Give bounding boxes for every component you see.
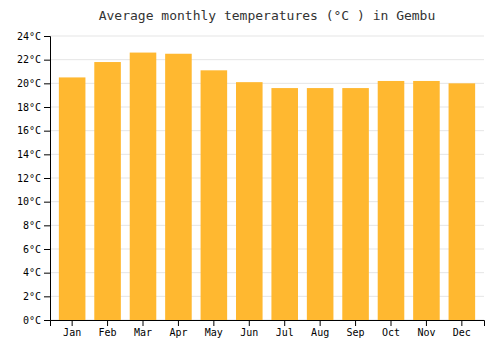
x-tick-mark — [461, 320, 462, 326]
bars — [59, 53, 475, 320]
x-tick-mark — [107, 320, 108, 326]
bar — [201, 70, 228, 320]
bar — [236, 82, 263, 320]
x-tick-mark — [213, 320, 214, 326]
y-tick: 8°C — [23, 220, 50, 231]
x-tick-label: Dec — [453, 327, 471, 338]
y-tick-mark — [44, 83, 50, 84]
x-tick-label: Jul — [276, 327, 294, 338]
x-tick-mark — [391, 320, 392, 326]
x-axis: Jan Feb Mar Apr May Jun Jul Aug Sep Oct Nov Dec — [51, 320, 485, 338]
bar — [94, 62, 121, 320]
y-axis-line — [44, 37, 51, 321]
x-tick-label: Mar — [134, 327, 152, 338]
y-tick-mark — [44, 107, 50, 108]
y-tick-mark — [44, 60, 50, 61]
x-tick: Nov — [417, 320, 435, 338]
y-tick-mark — [44, 154, 50, 155]
x-tick-mark — [284, 320, 285, 326]
y-tick-label: 0°C — [23, 315, 41, 326]
y-tick-label: 6°C — [23, 244, 41, 255]
x-tick-label: Sep — [347, 327, 365, 338]
grid-line — [50, 36, 484, 37]
y-tick-mark — [44, 320, 50, 321]
x-tick-mark — [426, 320, 427, 326]
chart: Average monthly temperatures (°C ) in Ge… — [0, 0, 500, 350]
x-tick-mark — [72, 320, 73, 326]
x-tick: Jan — [63, 320, 81, 338]
y-tick-mark — [44, 131, 50, 132]
y-tick-mark — [44, 36, 50, 37]
x-tick: Apr — [169, 320, 187, 338]
y-tick-mark — [44, 202, 50, 203]
x-axis-line — [51, 321, 485, 327]
bar — [378, 81, 405, 320]
y-tick: 10°C — [17, 196, 50, 207]
x-tick-label: Jan — [63, 327, 81, 338]
x-tick-mark — [320, 320, 321, 326]
y-tick-label: 22°C — [17, 54, 41, 65]
x-tick: Jul — [276, 320, 294, 338]
y-tick-mark — [44, 296, 50, 297]
x-tick-label: Apr — [169, 327, 187, 338]
y-tick-mark — [44, 225, 50, 226]
y-tick-mark — [44, 178, 50, 179]
x-tick-label: Oct — [382, 327, 400, 338]
y-tick-label: 10°C — [17, 196, 41, 207]
x-tick: Dec — [453, 320, 471, 338]
y-tick-label: 2°C — [23, 291, 41, 302]
grid — [50, 36, 484, 320]
bar — [449, 83, 476, 320]
x-tick-label: Feb — [99, 327, 117, 338]
x-tick-mark — [143, 320, 144, 326]
y-tick: 18°C — [17, 102, 50, 113]
bar — [413, 81, 440, 320]
bar — [342, 88, 369, 320]
y-tick-label: 16°C — [17, 125, 41, 136]
y-tick: 20°C — [17, 78, 50, 89]
x-tick: May — [205, 320, 223, 338]
bar — [59, 77, 86, 320]
x-tick-label: Aug — [311, 327, 329, 338]
y-tick: 4°C — [23, 267, 50, 278]
y-tick: 14°C — [17, 149, 50, 160]
x-tick: Feb — [99, 320, 117, 338]
y-tick: 2°C — [23, 291, 50, 302]
y-tick-label: 14°C — [17, 149, 41, 160]
plot: 0°C 2°C 4°C 6°C 8°C 10°C 12°C 14°C 16°C 18°C 20°C 2… — [17, 31, 485, 338]
y-tick: 12°C — [17, 173, 50, 184]
x-tick-label: Nov — [417, 327, 435, 338]
y-tick-label: 8°C — [23, 220, 41, 231]
title: Average monthly temperatures (°C ) in Ge… — [99, 8, 436, 23]
x-tick-mark — [249, 320, 250, 326]
x-tick-mark — [178, 320, 179, 326]
x-tick: Oct — [382, 320, 400, 338]
y-tick-mark — [44, 273, 50, 274]
bar — [165, 54, 192, 320]
y-tick: 6°C — [23, 244, 50, 255]
x-tick: Aug — [311, 320, 329, 338]
y-tick-label: 24°C — [17, 31, 41, 42]
bar — [271, 88, 298, 320]
y-tick-label: 20°C — [17, 78, 41, 89]
x-tick-label: May — [205, 327, 223, 338]
x-tick-label: Jun — [240, 327, 258, 338]
x-tick: Mar — [134, 320, 152, 338]
y-axis: 0°C 2°C 4°C 6°C 8°C 10°C 12°C 14°C 16°C 18°C 20°C 2… — [17, 31, 51, 326]
x-tick: Jun — [240, 320, 258, 338]
y-tick-label: 18°C — [17, 102, 41, 113]
y-tick-mark — [44, 249, 50, 250]
y-tick: 16°C — [17, 125, 50, 136]
x-tick: Sep — [347, 320, 365, 338]
bar — [130, 53, 157, 320]
y-tick: 22°C — [17, 54, 50, 65]
grid-line — [50, 59, 484, 60]
x-tick-mark — [355, 320, 356, 326]
y-tick: 24°C — [17, 31, 50, 42]
bar — [307, 88, 334, 320]
y-tick-label: 12°C — [17, 173, 41, 184]
y-tick-label: 4°C — [23, 267, 41, 278]
y-tick: 0°C — [23, 315, 50, 326]
